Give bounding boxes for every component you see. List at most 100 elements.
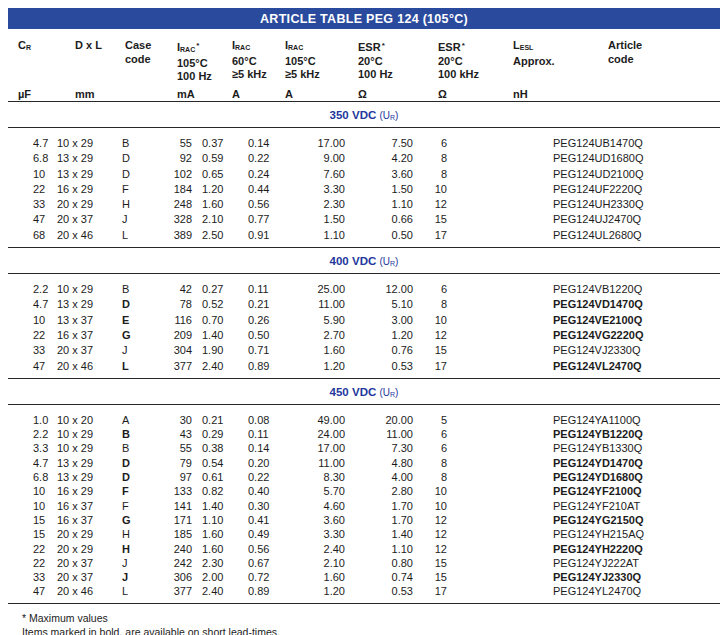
table-row: 2216 x 37G2091.400.502.701.2012PEG124VG2… xyxy=(8,328,720,343)
cell-irac-105c-100hz: 377 xyxy=(153,359,192,374)
column-unit: µF xyxy=(18,88,75,101)
cell-irac-105c-100hz: 184 xyxy=(153,182,192,197)
table-row: 3320 x 37J3041.900.711.600.7615PEG124VJ2… xyxy=(8,343,720,358)
cell-irac-105c-100hz: 79 xyxy=(153,456,192,470)
cell-esr-20c-100khz: 1.10 xyxy=(345,542,413,556)
column-header-label: D x L xyxy=(75,39,125,53)
cell-esr-20c-100khz: 1.40 xyxy=(345,527,413,541)
cell-irac-60c-5khz: 0.59 xyxy=(192,151,248,166)
cell-lesl: 6 xyxy=(413,427,447,441)
cell-esr-20c-100khz: 0.50 xyxy=(345,228,413,243)
cell-irac-60c-5khz: 1.60 xyxy=(192,527,248,541)
section-voltage-label: 450 VDC xyxy=(330,386,377,398)
cell-irac-105c-100hz: 133 xyxy=(153,484,192,498)
cell-dxl: 20 x 37 xyxy=(57,570,122,584)
cell-esr-20c-100hz: 9.00 xyxy=(308,151,345,166)
table-row: 2.210 x 29B430.290.1124.0011.006PEG124YB… xyxy=(8,427,720,441)
cell-dxl: 13 x 29 xyxy=(57,167,122,182)
cell-esr-20c-100hz: 3.60 xyxy=(308,513,345,527)
cell-article-code: PEG124YB1220Q xyxy=(447,427,720,441)
cell-esr-20c-100hz: 17.00 xyxy=(308,136,345,151)
cell-cr: 4.7 xyxy=(8,297,57,312)
section-rows-400-vdc: 2.210 x 29B420.270.1125.0012.006PEG124VB… xyxy=(8,274,720,378)
cell-case-code: H xyxy=(122,197,153,212)
cell-irac-60c-5khz: 0.54 xyxy=(192,456,248,470)
datasheet-page: ARTICLE TABLE PEG 124 (105°C) CRµFD x Lm… xyxy=(0,0,728,635)
cell-irac-105c-5khz: 0.22 xyxy=(248,151,308,166)
cell-article-code: PEG124YL2470Q xyxy=(447,584,720,598)
cell-article-code: PEG124YF210AT xyxy=(447,499,720,513)
cell-dxl: 20 x 29 xyxy=(57,542,122,556)
column-header-irac-105c-5khz: IRAC105°C≥5 kHzA xyxy=(285,39,358,101)
cell-dxl: 13 x 37 xyxy=(57,313,122,328)
cell-esr-20c-100khz: 2.80 xyxy=(345,484,413,498)
table-title-banner: ARTICLE TABLE PEG 124 (105°C) xyxy=(8,8,720,29)
cell-dxl: 20 x 29 xyxy=(57,527,122,541)
cell-article-code: PEG124VJ2330Q xyxy=(447,343,720,358)
cell-dxl: 10 x 29 xyxy=(57,282,122,297)
cell-irac-105c-100hz: 55 xyxy=(153,136,192,151)
cell-irac-105c-5khz: 0.67 xyxy=(248,556,308,570)
cell-irac-105c-100hz: 78 xyxy=(153,297,192,312)
column-header-cr: CRµF xyxy=(8,39,75,101)
cell-irac-105c-5khz: 0.89 xyxy=(248,359,308,374)
column-header-label: IRAC xyxy=(285,39,358,55)
column-header-condition: 20°C xyxy=(438,55,513,69)
cell-esr-20c-100hz: 1.50 xyxy=(308,212,345,227)
cell-irac-105c-100hz: 328 xyxy=(153,212,192,227)
cell-article-code: PEG124YD1680Q xyxy=(447,470,720,484)
cell-irac-105c-100hz: 306 xyxy=(153,570,192,584)
cell-article-code: PEG124VL2470Q xyxy=(447,359,720,374)
cell-esr-20c-100khz: 0.53 xyxy=(345,359,413,374)
cell-dxl: 10 x 29 xyxy=(57,441,122,455)
cell-lesl: 8 xyxy=(413,167,447,182)
cell-esr-20c-100khz: 4.80 xyxy=(345,456,413,470)
cell-irac-60c-5khz: 0.27 xyxy=(192,282,248,297)
cell-irac-105c-5khz: 0.91 xyxy=(248,228,308,243)
cell-irac-105c-100hz: 55 xyxy=(153,441,192,455)
cell-esr-20c-100khz: 1.70 xyxy=(345,499,413,513)
column-header-condition: ≥5 kHz xyxy=(232,68,285,82)
table-row: 4720 x 46L3772.400.891.200.5317PEG124YL2… xyxy=(8,584,720,598)
cell-esr-20c-100hz: 1.60 xyxy=(308,570,345,584)
cell-esr-20c-100hz: 2.70 xyxy=(308,328,345,343)
cell-irac-60c-5khz: 0.61 xyxy=(192,470,248,484)
cell-case-code: L xyxy=(122,228,153,243)
cell-dxl: 20 x 37 xyxy=(57,343,122,358)
cell-lesl: 5 xyxy=(413,413,447,427)
cell-cr: 1.0 xyxy=(8,413,57,427)
cell-dxl: 13 x 29 xyxy=(57,151,122,166)
subscript: RAC xyxy=(235,44,250,51)
cell-irac-60c-5khz: 0.65 xyxy=(192,167,248,182)
table-row: 1.010 x 20A300.210.0849.0020.005PEG124YA… xyxy=(8,413,720,427)
section-title-450-vdc: 450 VDC (UR) xyxy=(8,379,720,404)
column-header-condition: 105°C xyxy=(285,55,358,69)
cell-case-code: G xyxy=(122,513,153,527)
cell-cr: 68 xyxy=(8,228,57,243)
cell-article-code: PEG124UD1680Q xyxy=(447,151,720,166)
cell-dxl: 20 x 37 xyxy=(57,556,122,570)
cell-lesl: 8 xyxy=(413,151,447,166)
cell-article-code: PEG124YF2100Q xyxy=(447,484,720,498)
cell-irac-105c-5khz: 0.77 xyxy=(248,212,308,227)
cell-case-code: L xyxy=(122,359,153,374)
table-row: 2216 x 29F1841.200.443.301.5010PEG124UF2… xyxy=(8,182,720,197)
cell-lesl: 10 xyxy=(413,182,447,197)
cell-esr-20c-100hz: 11.00 xyxy=(308,297,345,312)
cell-irac-105c-100hz: 242 xyxy=(153,556,192,570)
cell-cr: 4.7 xyxy=(8,136,57,151)
column-header-irac-105c-100hz: IRAC*105°C100 HzmA xyxy=(177,39,232,101)
cell-lesl: 8 xyxy=(413,456,447,470)
cell-esr-20c-100khz: 4.20 xyxy=(345,151,413,166)
section-title-400-vdc: 400 VDC (UR) xyxy=(8,248,720,273)
cell-dxl: 16 x 37 xyxy=(57,328,122,343)
column-header-condition: code xyxy=(125,53,177,67)
column-header-condition: 100 kHz xyxy=(438,68,513,82)
cell-case-code: D xyxy=(122,456,153,470)
cell-irac-60c-5khz: 2.10 xyxy=(192,212,248,227)
cell-irac-105c-5khz: 0.41 xyxy=(248,513,308,527)
cell-irac-105c-100hz: 30 xyxy=(153,413,192,427)
cell-article-code: PEG124YH2220Q xyxy=(447,542,720,556)
cell-irac-105c-5khz: 0.40 xyxy=(248,484,308,498)
cell-irac-105c-100hz: 92 xyxy=(153,151,192,166)
